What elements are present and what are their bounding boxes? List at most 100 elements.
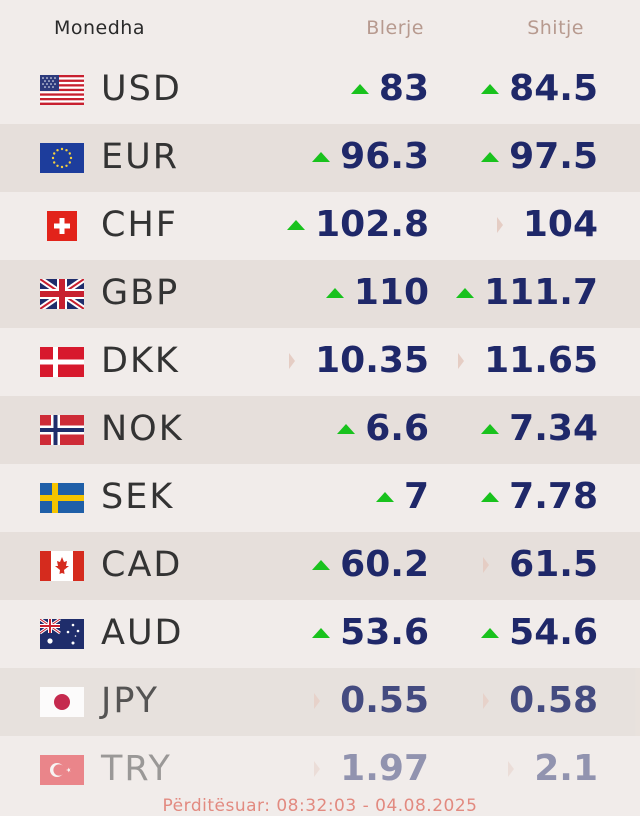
trend-up-icon	[481, 423, 500, 434]
sell-value: 104	[522, 204, 598, 245]
sell-rate: 0.58	[483, 680, 598, 721]
trend-flat-icon	[483, 556, 490, 573]
last-updated: Përditësuar: 08:32:03 - 04.08.2025	[162, 796, 478, 816]
currency-code: CAD	[101, 545, 183, 585]
trend-up-icon	[456, 287, 475, 298]
sell-rate: 104	[496, 204, 598, 245]
rate-row-dkk[interactable]: DKK 10.35 11.65	[0, 328, 640, 396]
sell-value: 84.5	[509, 68, 598, 109]
trend-flat-icon	[314, 692, 321, 709]
header-currency: Monedha	[54, 17, 145, 39]
sell-rate: 61.5	[483, 544, 598, 585]
sell-rate: 7.34	[481, 408, 598, 449]
sell-rate: 7.78	[481, 476, 598, 517]
currency-code: NOK	[101, 409, 184, 449]
currency-code: USD	[101, 69, 182, 109]
trend-up-icon	[325, 287, 344, 298]
buy-value: 83	[378, 68, 429, 109]
buy-rate: 7	[375, 476, 429, 517]
rate-row-cad[interactable]: CAD 60.2 61.5	[0, 532, 640, 600]
buy-value: 1.97	[340, 748, 429, 789]
trend-flat-icon	[483, 692, 490, 709]
trend-up-icon	[350, 83, 369, 94]
currency-code: CHF	[101, 205, 178, 245]
header-sell: Shitje	[527, 17, 584, 39]
trend-flat-icon	[458, 352, 465, 369]
buy-value: 53.6	[340, 612, 429, 653]
rate-row-gbp[interactable]: GBP 110 111.7	[0, 260, 640, 328]
flag-turkey-icon	[40, 755, 84, 785]
flag-australia-icon	[40, 619, 84, 649]
trend-up-icon	[481, 627, 500, 638]
rate-row-jpy[interactable]: JPY 0.55 0.58	[0, 668, 640, 736]
rate-row-try[interactable]: TRY 1.97 2.1	[0, 736, 640, 804]
header-buy: Blerje	[366, 17, 424, 39]
trend-up-icon	[481, 151, 500, 162]
currency-code: TRY	[101, 749, 172, 789]
buy-rate: 1.97	[314, 748, 429, 789]
flag-canada-icon	[40, 551, 84, 581]
trend-up-icon	[312, 559, 331, 570]
buy-value: 10.35	[315, 340, 429, 381]
rate-row-nok[interactable]: NOK 6.6 7.34	[0, 396, 640, 464]
buy-rate: 0.55	[314, 680, 429, 721]
sell-value: 97.5	[509, 136, 598, 177]
sell-rate: 2.1	[508, 748, 598, 789]
buy-value: 0.55	[340, 680, 429, 721]
sell-value: 54.6	[509, 612, 598, 653]
sell-value: 61.5	[509, 544, 598, 585]
buy-rate: 110	[325, 272, 429, 313]
buy-rate: 96.3	[312, 136, 429, 177]
trend-up-icon	[375, 491, 394, 502]
flag-usa-icon	[40, 75, 84, 105]
sell-rate: 11.65	[458, 340, 598, 381]
trend-up-icon	[287, 219, 306, 230]
rate-row-eur[interactable]: EUR 96.3 97.5	[0, 124, 640, 192]
currency-code: GBP	[101, 273, 180, 313]
sell-value: 0.58	[509, 680, 598, 721]
flag-eu-icon	[40, 143, 84, 173]
sell-rate: 54.6	[481, 612, 598, 653]
buy-value: 7	[403, 476, 429, 517]
trend-flat-icon	[496, 216, 503, 233]
sell-value: 2.1	[534, 748, 598, 789]
buy-rate: 10.35	[289, 340, 429, 381]
flag-sweden-icon	[40, 483, 84, 513]
trend-up-icon	[312, 627, 331, 638]
sell-rate: 111.7	[456, 272, 598, 313]
rate-row-usd[interactable]: USD 83 84.5	[0, 56, 640, 124]
trend-up-icon	[481, 491, 500, 502]
buy-value: 102.8	[315, 204, 429, 245]
currency-code: AUD	[101, 613, 184, 653]
currency-code: DKK	[101, 341, 180, 381]
currency-code: EUR	[101, 137, 180, 177]
buy-rate: 53.6	[312, 612, 429, 653]
sell-value: 7.34	[509, 408, 598, 449]
rates-list: USD 83 84.5 EUR 96.3 97.5	[0, 56, 640, 804]
buy-rate: 83	[350, 68, 429, 109]
currency-code: SEK	[101, 477, 175, 517]
sell-value: 111.7	[484, 272, 598, 313]
flag-japan-icon	[40, 687, 84, 717]
flag-denmark-icon	[40, 347, 84, 377]
buy-value: 110	[353, 272, 429, 313]
trend-up-icon	[481, 83, 500, 94]
sell-value: 11.65	[484, 340, 598, 381]
rate-row-sek[interactable]: SEK 7 7.78	[0, 464, 640, 532]
buy-rate: 60.2	[312, 544, 429, 585]
buy-value: 60.2	[340, 544, 429, 585]
sell-rate: 84.5	[481, 68, 598, 109]
sell-value: 7.78	[509, 476, 598, 517]
buy-value: 96.3	[340, 136, 429, 177]
sell-rate: 97.5	[481, 136, 598, 177]
buy-rate: 102.8	[287, 204, 429, 245]
trend-up-icon	[337, 423, 356, 434]
flag-switzerland-icon	[40, 211, 84, 241]
trend-flat-icon	[314, 760, 321, 777]
flag-uk-icon	[40, 279, 84, 309]
rate-row-aud[interactable]: AUD 53.6 54.6	[0, 600, 640, 668]
rate-row-chf[interactable]: CHF 102.8 104	[0, 192, 640, 260]
trend-flat-icon	[289, 352, 296, 369]
trend-flat-icon	[508, 760, 515, 777]
trend-up-icon	[312, 151, 331, 162]
